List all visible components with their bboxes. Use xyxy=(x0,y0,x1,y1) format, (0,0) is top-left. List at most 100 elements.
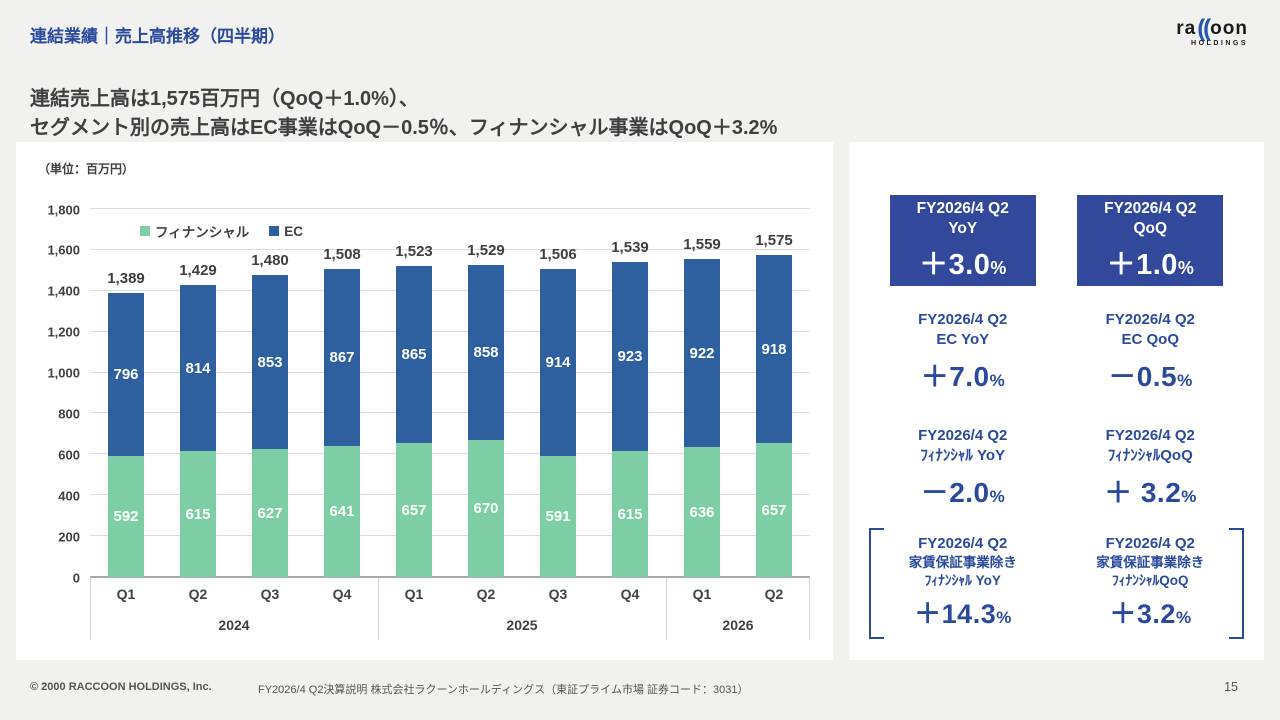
kpi-cell: FY2026/4 Q2 QoQ ＋1.0% xyxy=(1077,195,1224,286)
kpi-title: FY2026/4 Q2 家賃保証事業除き ﾌｨﾅﾝｼｬﾙ YoY xyxy=(909,534,1017,590)
page-title: 連結業績｜売上高推移（四半期） xyxy=(30,27,285,46)
kpi-value-number: ＋ 3.2 xyxy=(1104,477,1182,508)
ec-segment: 922 xyxy=(684,259,720,447)
copyright: © 2000 RACCOON HOLDINGS, Inc. xyxy=(30,681,212,693)
y-axis-tick-label: 600 xyxy=(58,447,80,463)
stacked-bar: 865 657 xyxy=(396,266,432,577)
kpi-title-line: FY2026/4 Q2 xyxy=(1105,535,1195,552)
gridline xyxy=(90,371,810,373)
kpi-title-line: FY2026/4 Q2 xyxy=(918,427,1008,444)
kpi-value: ＋14.3% xyxy=(909,592,1017,631)
financial-segment: 657 xyxy=(396,443,432,577)
x-axis-quarter-label: Q3 xyxy=(260,585,280,602)
kpi-value-percent: % xyxy=(996,608,1012,627)
ec-segment: 865 xyxy=(396,266,432,443)
legend-swatch-icon xyxy=(269,226,280,236)
ec-value-label: 865 xyxy=(401,346,427,363)
kpi-panel: FY2026/4 Q2 YoY ＋3.0% FY2026/4 Q2 QoQ ＋1.0% FY… xyxy=(849,142,1264,660)
financial-value-label: 591 xyxy=(545,508,571,525)
ec-segment: 853 xyxy=(252,275,288,449)
stacked-bar: 858 670 xyxy=(468,265,504,577)
total-value-label: 1,429 xyxy=(179,262,217,279)
financial-segment: 591 xyxy=(540,456,576,577)
kpi-value-percent: % xyxy=(990,257,1007,278)
ec-value-label: 923 xyxy=(617,348,643,365)
kpi-cell: FY2026/4 Q2 YoY ＋3.0% xyxy=(889,195,1036,286)
x-axis-group-divider xyxy=(378,578,379,640)
kpi-value: ＋3.2% xyxy=(1096,592,1204,631)
financial-segment: 670 xyxy=(468,440,504,577)
kpi-value-number: ＋7.0 xyxy=(920,361,990,392)
kpi-value-number: －2.0 xyxy=(920,477,990,508)
ec-segment: 796 xyxy=(108,293,144,456)
financial-segment: 592 xyxy=(108,456,144,577)
kpi-title-line: YoY xyxy=(948,219,978,237)
gridline xyxy=(90,535,810,537)
kpi-row: FY2026/4 Q2 YoY ＋3.0% FY2026/4 Q2 QoQ ＋1.0% xyxy=(849,195,1264,286)
financial-value-label: 615 xyxy=(617,505,643,523)
y-axis-tick-label: 800 xyxy=(58,406,80,422)
financial-value-label: 636 xyxy=(689,503,715,521)
x-axis-group-divider xyxy=(809,578,810,640)
y-axis-tick-label: 1,200 xyxy=(47,324,80,340)
kpi-cell: FY2026/4 Q2 ﾌｨﾅﾝｼｬﾙQoQ ＋ 3.2% xyxy=(1104,426,1196,511)
logo-wordmark: ra((oon xyxy=(1176,15,1248,42)
y-axis-tick-label: 200 xyxy=(58,529,80,545)
kpi-value: ＋ 3.2% xyxy=(1104,471,1196,511)
ec-value-label: 922 xyxy=(689,344,715,362)
ec-value-label: 914 xyxy=(545,354,571,371)
kpi-value-percent: % xyxy=(989,487,1005,506)
total-value-label: 1,508 xyxy=(323,246,361,263)
kpi-title-line: FY2026/4 Q2 xyxy=(1105,311,1195,328)
kpi-value: －0.5% xyxy=(1106,355,1195,395)
bracket-group: FY2026/4 Q2 家賃保証事業除き ﾌｨﾅﾝｼｬﾙ YoY ＋14.3% FY20… xyxy=(849,528,1264,639)
logo-parentheses-icon: (( xyxy=(1197,15,1211,42)
legend-item-ec: EC xyxy=(269,224,303,239)
financial-value-label: 592 xyxy=(113,508,139,525)
gridline xyxy=(90,576,810,577)
kpi-value-percent: % xyxy=(1177,371,1193,390)
logo-holdings-text: HOLDINGS xyxy=(1191,40,1248,47)
kpi-row: FY2026/4 Q2 ﾌｨﾅﾝｼｬﾙ YoY －2.0% FY2026/4 Q2 ﾌｨ… xyxy=(849,426,1264,511)
ec-segment: 918 xyxy=(756,255,792,443)
financial-segment: 615 xyxy=(180,451,216,577)
x-axis-year-label: 2025 xyxy=(506,616,538,633)
financial-value-label: 641 xyxy=(329,503,355,520)
gridline xyxy=(90,289,810,291)
kpi-value: －2.0% xyxy=(918,471,1007,511)
x-axis-quarter-label: Q2 xyxy=(764,585,784,602)
kpi-cell: FY2026/4 Q2 EC YoY ＋7.0% xyxy=(918,310,1007,395)
kpi-title-line: ﾌｨﾅﾝｼｬﾙ YoY xyxy=(920,447,1006,464)
kpi-title: FY2026/4 Q2 EC YoY xyxy=(918,310,1007,350)
x-axis: Q1 Q2 Q3 Q4 Q1 Q2 Q3 Q4 Q1 Q2 2024 2025 2026 xyxy=(90,577,810,640)
y-axis-tick-label: 400 xyxy=(58,488,80,504)
unit-label: （単位：百万円） xyxy=(38,162,135,176)
kpi-value-number: －0.5 xyxy=(1108,361,1178,392)
gridline xyxy=(90,208,810,209)
gridline xyxy=(90,248,810,250)
kpi-title-line: FY2026/4 Q2 xyxy=(1105,427,1195,444)
x-axis-quarter-label: Q4 xyxy=(620,585,640,602)
x-axis-year-row: 2024 2025 2026 xyxy=(90,609,810,640)
ec-segment: 923 xyxy=(612,262,648,451)
kpi-value-percent: % xyxy=(989,371,1005,390)
headline: 連結売上高は1,575百万円（QoQ＋1.0%）、 セグメント別の売上高はEC事… xyxy=(30,85,777,143)
legend-label: フィナンシャル xyxy=(155,225,250,240)
x-axis-year-label: 2024 xyxy=(218,616,250,633)
legend: フィナンシャル EC xyxy=(140,221,303,241)
total-value-label: 1,529 xyxy=(467,242,505,259)
stacked-bar: 918 657 xyxy=(756,255,792,577)
kpi-title-line: FY2026/4 Q2 xyxy=(918,535,1008,552)
revenue-chart-panel: （単位：百万円） 0 200 400 600 800 1,000 1,200 1,400 1,6… xyxy=(16,142,833,660)
gridline xyxy=(90,494,810,496)
stacked-bar: 922 636 xyxy=(684,259,720,577)
legend-label: EC xyxy=(284,223,303,239)
kpi-title-line: EC YoY xyxy=(936,331,990,348)
x-axis-quarter-label: Q1 xyxy=(404,585,424,602)
total-value-label: 1,575 xyxy=(755,232,793,249)
plot-area: 0 200 400 600 800 1,000 1,200 1,400 1,600 1,800 フィ… xyxy=(47,202,810,585)
y-axis-tick-label: 1,800 xyxy=(47,202,80,217)
kpi-title-line: FY2026/4 Q2 xyxy=(916,199,1009,217)
gridline xyxy=(90,330,810,332)
